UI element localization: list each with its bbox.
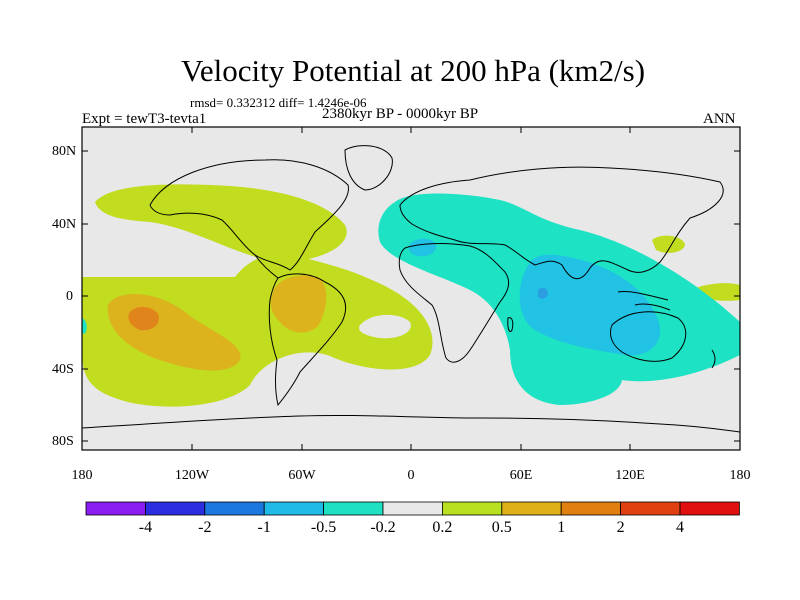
longitude-axis: 180 120W 60W 0 60E 120E 180 — [72, 468, 751, 483]
colorbar: -4 -2 -1 -0.5 -0.2 0.2 0.5 1 2 4 — [85, 501, 740, 536]
colorbar-label: 2 — [617, 519, 625, 536]
coast-greenland — [344, 145, 393, 191]
colorbar-label: -1 — [258, 519, 271, 536]
lon-label-120e: 120E — [615, 468, 645, 483]
negative-field-indian-ocean-strong — [538, 287, 548, 299]
negative-field-mediterranean-mid — [408, 238, 437, 257]
lon-label-0: 0 — [408, 468, 415, 483]
colorbar-label: -0.5 — [311, 519, 336, 536]
positive-field-south-pacific-peak — [128, 306, 159, 331]
colorbar-label: -2 — [198, 519, 211, 536]
positive-field-pacific-atlantic — [82, 254, 433, 407]
colorbar-box — [382, 501, 443, 516]
coast-central-america — [254, 254, 279, 279]
map-title: Velocity Potential at 200 hPa (km2/s) — [180, 53, 646, 88]
coast-australia — [609, 311, 687, 362]
period-label: 2380kyr BP - 0000kyr BP — [322, 106, 479, 122]
colorbar-box — [560, 501, 622, 516]
positive-field-west-pacific — [652, 235, 685, 253]
lat-label-80n: 80N — [52, 144, 76, 159]
colorbar-labels: -4 -2 -1 -0.5 -0.2 0.2 0.5 1 2 4 — [139, 519, 684, 536]
lon-label-180e: 180 — [730, 468, 751, 483]
lat-label-80s: 80S — [52, 434, 74, 449]
stats-line: rmsd= 0.332312 diff= 1.4246e-06 — [190, 95, 367, 110]
contour-fields — [82, 127, 740, 450]
colorbar-box — [144, 501, 206, 516]
lon-label-120w: 120W — [175, 468, 210, 483]
colorbar-box — [85, 501, 146, 516]
negative-field-indian-ocean-mid — [519, 254, 661, 356]
neutral-hole-atlantic — [359, 314, 411, 339]
axis-ticks — [81, 127, 741, 450]
lat-label-40n: 40N — [52, 217, 76, 232]
lat-label-40s: 40S — [52, 362, 74, 377]
lat-label-0: 0 — [66, 289, 73, 304]
negative-field-west-edge — [82, 318, 87, 334]
colorbar-box — [204, 501, 265, 516]
coast-madagascar — [507, 317, 514, 332]
lon-label-60e: 60E — [510, 468, 533, 483]
colorbar-label: 1 — [557, 519, 565, 536]
coast-south-america — [268, 273, 347, 407]
coast-north-america — [149, 159, 349, 271]
colorbar-label: 4 — [676, 519, 684, 536]
coast-eurasia — [399, 166, 724, 279]
experiment-label: Expt = tewT3-tevta1 — [82, 111, 207, 127]
colorbar-label: -4 — [139, 519, 152, 536]
positive-field-north-pacific — [95, 184, 347, 262]
colorbar-label: 0.5 — [492, 519, 512, 536]
season-label: ANN — [703, 111, 736, 127]
coastlines — [82, 145, 740, 433]
colorbar-box — [620, 501, 681, 516]
colorbar-box — [323, 501, 384, 516]
colorbar-box — [679, 501, 740, 516]
lon-label-180w: 180 — [72, 468, 93, 483]
coast-antarctica — [82, 414, 740, 433]
coast-maritime-continent — [617, 291, 671, 311]
colorbar-label: 0.2 — [432, 519, 452, 536]
lon-label-60w: 60W — [288, 468, 316, 483]
coast-africa — [398, 243, 510, 363]
colorbar-box — [441, 501, 503, 516]
colorbar-boxes — [85, 501, 740, 516]
colorbar-box — [501, 501, 562, 516]
coast-new-zealand — [711, 349, 716, 369]
colorbar-label: -0.2 — [370, 519, 395, 536]
positive-field-amazon-mid — [270, 275, 327, 333]
colorbar-box — [263, 501, 325, 516]
latitude-axis: 80N 40N 0 40S 80S — [52, 144, 76, 449]
